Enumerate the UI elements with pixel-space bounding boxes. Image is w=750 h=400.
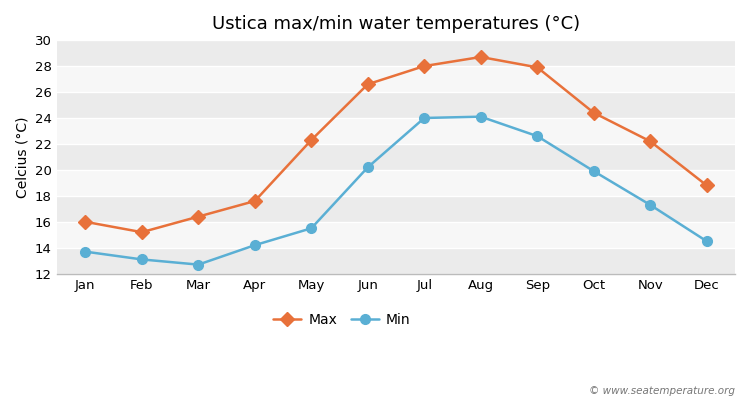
Title: Ustica max/min water temperatures (°C): Ustica max/min water temperatures (°C) xyxy=(212,15,580,33)
Max xyxy=(532,65,542,70)
Max xyxy=(590,110,598,115)
Min xyxy=(590,169,598,174)
Max xyxy=(420,64,429,68)
Max xyxy=(646,139,655,144)
Min xyxy=(251,243,260,248)
Max xyxy=(251,199,260,204)
Max xyxy=(194,214,202,219)
Bar xyxy=(57,66,735,92)
Min xyxy=(307,226,316,231)
Min xyxy=(137,257,146,262)
Bar xyxy=(57,170,735,196)
Bar xyxy=(57,118,735,144)
Min xyxy=(532,134,542,138)
Min xyxy=(420,116,429,120)
Bar xyxy=(57,40,735,66)
Bar xyxy=(57,248,735,274)
Max xyxy=(476,54,485,59)
Max xyxy=(702,183,711,188)
Max xyxy=(363,82,372,87)
Line: Max: Max xyxy=(80,52,712,237)
Legend: Max, Min: Max, Min xyxy=(268,307,416,332)
Min xyxy=(646,202,655,207)
Bar xyxy=(57,222,735,248)
Bar xyxy=(57,144,735,170)
Min xyxy=(194,262,202,267)
Y-axis label: Celcius (°C): Celcius (°C) xyxy=(15,116,29,198)
Line: Min: Min xyxy=(80,112,712,270)
Min xyxy=(476,114,485,119)
Min xyxy=(363,165,372,170)
Min xyxy=(702,239,711,244)
Max xyxy=(81,219,90,224)
Bar xyxy=(57,92,735,118)
Text: © www.seatemperature.org: © www.seatemperature.org xyxy=(589,386,735,396)
Bar xyxy=(57,196,735,222)
Max xyxy=(307,138,316,142)
Min xyxy=(81,249,90,254)
Max xyxy=(137,230,146,234)
